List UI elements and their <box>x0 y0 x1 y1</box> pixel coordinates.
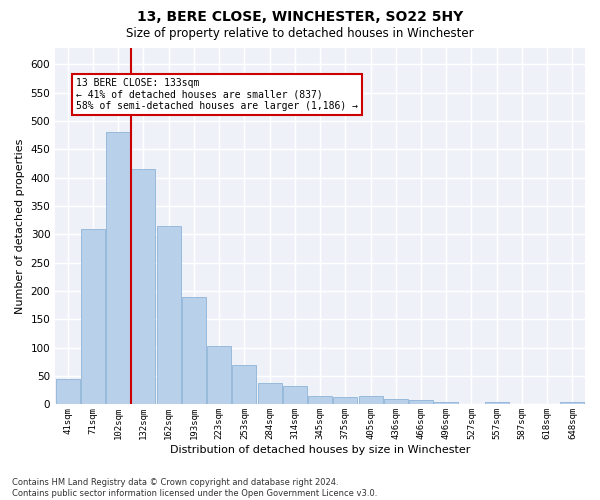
Bar <box>182 297 206 405</box>
Bar <box>232 365 256 405</box>
Bar <box>56 379 80 404</box>
Bar <box>257 383 281 404</box>
Text: Contains HM Land Registry data © Crown copyright and database right 2024.
Contai: Contains HM Land Registry data © Crown c… <box>12 478 377 498</box>
Text: 13, BERE CLOSE, WINCHESTER, SO22 5HY: 13, BERE CLOSE, WINCHESTER, SO22 5HY <box>137 10 463 24</box>
Text: Size of property relative to detached houses in Winchester: Size of property relative to detached ho… <box>126 28 474 40</box>
X-axis label: Distribution of detached houses by size in Winchester: Distribution of detached houses by size … <box>170 445 470 455</box>
Bar <box>131 170 155 404</box>
Bar <box>485 402 509 404</box>
Bar <box>81 229 105 404</box>
Text: 13 BERE CLOSE: 133sqm
← 41% of detached houses are smaller (837)
58% of semi-det: 13 BERE CLOSE: 133sqm ← 41% of detached … <box>76 78 358 111</box>
Bar <box>157 226 181 404</box>
Bar <box>384 399 408 404</box>
Bar <box>308 396 332 404</box>
Bar <box>560 402 584 404</box>
Bar <box>434 402 458 404</box>
Bar <box>106 132 130 404</box>
Y-axis label: Number of detached properties: Number of detached properties <box>15 138 25 314</box>
Bar <box>359 396 383 404</box>
Bar <box>409 400 433 404</box>
Bar <box>283 386 307 404</box>
Bar <box>334 397 357 404</box>
Bar <box>207 346 231 405</box>
